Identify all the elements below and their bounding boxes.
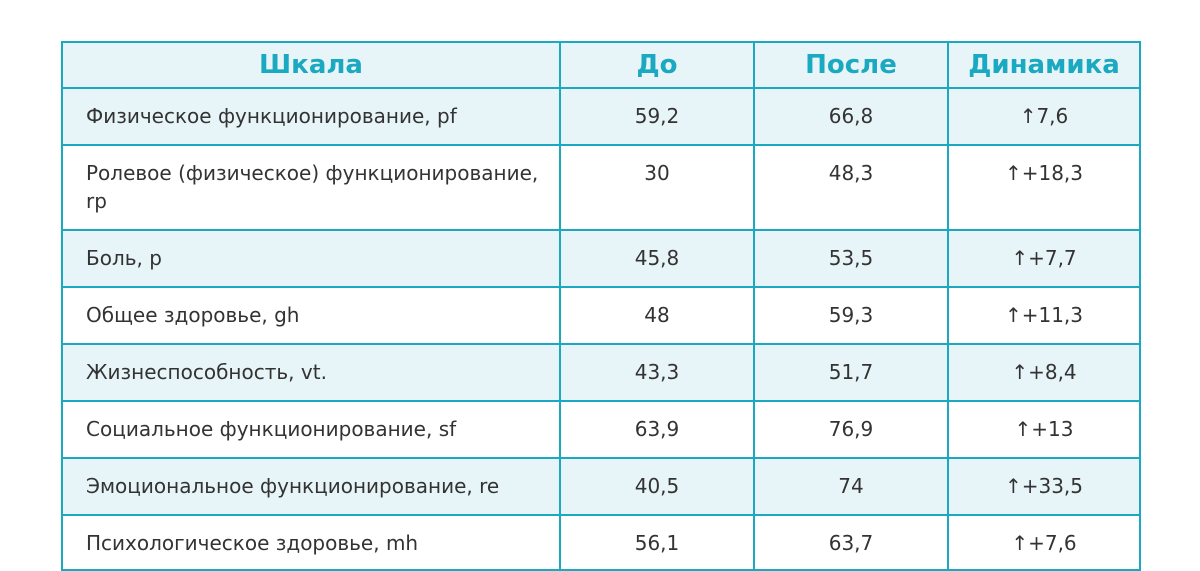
after-cell: 51,7 [753,343,949,402]
before-cell: 30 [559,144,755,231]
table-header: Шкала До После Динамика [61,41,1141,89]
header-scale: Шкала [61,41,561,89]
dynamics-cell: ↑+7,7 [947,229,1141,288]
table-body: Физическое функционирование, pf 59,2 66,… [61,87,1141,571]
dynamics-cell: ↑+8,4 [947,343,1141,402]
header-dynamics: Динамика [947,41,1141,89]
table-row: Физическое функционирование, pf 59,2 66,… [61,87,1141,146]
after-cell: 66,8 [753,87,949,146]
header-before: До [559,41,755,89]
table-row: Социальное функционирование, sf 63,9 76,… [61,400,1141,459]
scale-cell: Социальное функционирование, sf [61,400,561,459]
after-cell: 63,7 [753,514,949,571]
before-cell: 45,8 [559,229,755,288]
after-cell: 53,5 [753,229,949,288]
dynamics-cell: ↑+7,6 [947,514,1141,571]
scale-cell: Общее здоровье, gh [61,286,561,345]
table-row: Боль, p 45,8 53,5 ↑+7,7 [61,229,1141,288]
table-row: Ролевое (физическое) функционирование, r… [61,144,1141,231]
before-cell: 56,1 [559,514,755,571]
table-row: Эмоциональное функционирование, re 40,5 … [61,457,1141,516]
dynamics-cell: ↑+18,3 [947,144,1141,231]
scale-cell: Физическое функционирование, pf [61,87,561,146]
table-row: Психологическое здоровье, mh 56,1 63,7 ↑… [61,514,1141,571]
dynamics-cell: ↑+33,5 [947,457,1141,516]
after-cell: 74 [753,457,949,516]
sf36-results-table-container: Шкала До После Динамика Физическое функц… [61,41,1141,571]
scale-cell: Психологическое здоровье, mh [61,514,561,571]
dynamics-cell: ↑+11,3 [947,286,1141,345]
before-cell: 43,3 [559,343,755,402]
scale-cell: Жизнеспособность, vt. [61,343,561,402]
after-cell: 76,9 [753,400,949,459]
header-row: Шкала До После Динамика [61,41,1141,89]
dynamics-cell: ↑7,6 [947,87,1141,146]
sf36-results-table: Шкала До После Динамика Физическое функц… [61,41,1141,571]
before-cell: 59,2 [559,87,755,146]
scale-cell: Боль, p [61,229,561,288]
table-row: Общее здоровье, gh 48 59,3 ↑+11,3 [61,286,1141,345]
table-row: Жизнеспособность, vt. 43,3 51,7 ↑+8,4 [61,343,1141,402]
before-cell: 48 [559,286,755,345]
header-after: После [753,41,949,89]
after-cell: 59,3 [753,286,949,345]
scale-cell: Ролевое (физическое) функционирование, r… [61,144,561,231]
before-cell: 63,9 [559,400,755,459]
before-cell: 40,5 [559,457,755,516]
dynamics-cell: ↑+13 [947,400,1141,459]
after-cell: 48,3 [753,144,949,231]
scale-cell: Эмоциональное функционирование, re [61,457,561,516]
